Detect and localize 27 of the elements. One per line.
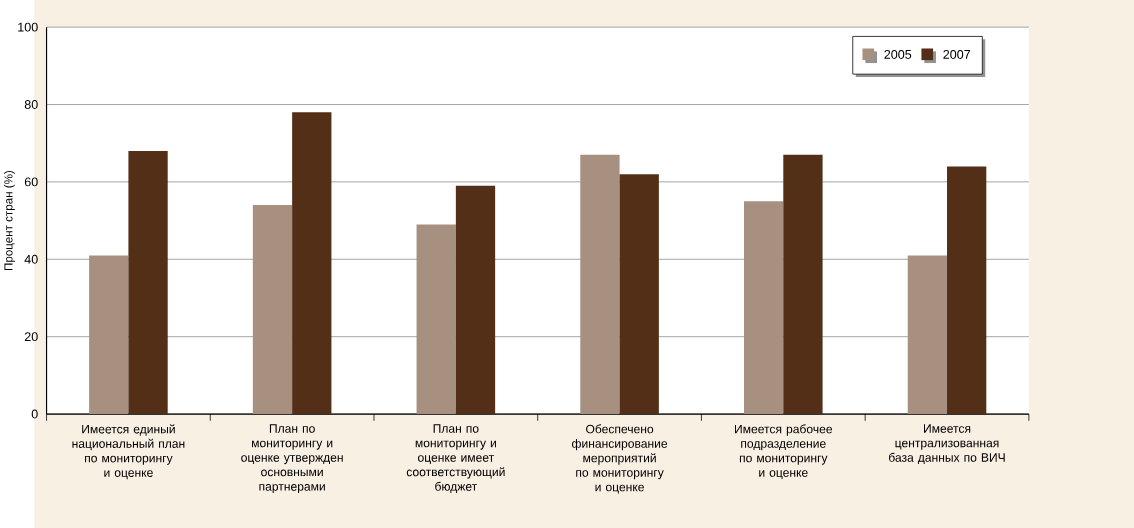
y-tick-label: 80 <box>24 99 38 109</box>
bar <box>455 185 496 414</box>
y-tick-label: 100 <box>18 22 38 32</box>
bar <box>619 173 659 414</box>
bar <box>783 154 823 414</box>
bar <box>416 224 456 414</box>
legend-label: 2005 <box>884 49 912 59</box>
x-tick-label: План по мониторингу и оценке утвержден основными партнерами <box>241 424 343 493</box>
y-tick-label: 20 <box>24 331 38 341</box>
x-tick-label: Обеспечено финансирование мероприятий по мониторингу и оценке <box>572 424 668 494</box>
x-tick-label: Имеется единый национальный план по мониторингу и оценке <box>72 424 185 479</box>
x-tick-label: Имеется рабочее подразделение по мониторингу и оценке <box>735 424 833 479</box>
bar <box>907 255 948 414</box>
x-tick-label: План по мониторингу и оценке имеет соответствующий бюджет <box>406 424 505 493</box>
bar <box>252 204 293 414</box>
bar <box>89 255 129 414</box>
bar <box>292 112 332 414</box>
y-tick-label: 40 <box>24 254 38 264</box>
legend-label: 2007 <box>943 49 971 59</box>
bar <box>744 201 784 414</box>
bar <box>947 166 987 414</box>
y-tick-label: 60 <box>24 177 38 187</box>
y-tick-label: 0 <box>31 409 38 419</box>
bar <box>580 154 620 414</box>
bar <box>128 150 168 414</box>
x-tick-label: Имеется централизованная база данных по ВИЧ <box>889 424 1005 464</box>
y-axis-title: Процент стран (%) <box>4 170 15 270</box>
